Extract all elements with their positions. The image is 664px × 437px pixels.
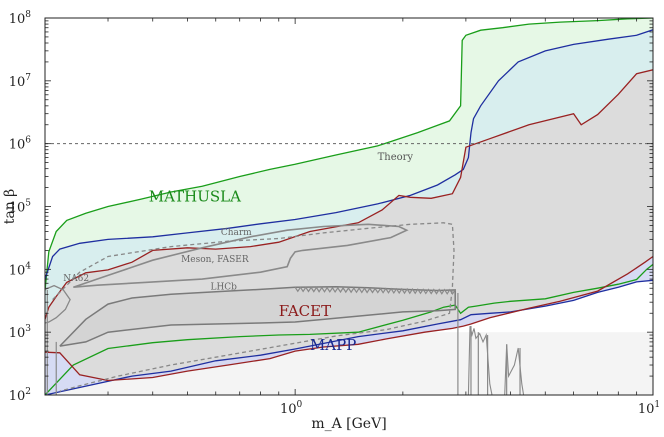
y-axis-label: tan β bbox=[2, 189, 18, 225]
charm-contour bbox=[73, 223, 409, 288]
resonance-wiggle bbox=[467, 325, 525, 395]
y-tick-label: 102 bbox=[9, 387, 31, 404]
region-upper-blue bbox=[45, 29, 653, 280]
lhcb-ragged-top bbox=[294, 286, 456, 296]
y-tick-label: 106 bbox=[9, 136, 32, 153]
annotation-theory: Theory bbox=[378, 152, 414, 163]
region-upper-facet bbox=[45, 69, 653, 320]
x-tick-label: 101 bbox=[638, 400, 660, 417]
ticks bbox=[44, 17, 654, 396]
y-tick-label: 108 bbox=[9, 10, 32, 27]
y-tick-label: 103 bbox=[9, 324, 32, 341]
y-tick-label: 104 bbox=[9, 261, 32, 278]
annotation-lhcb: LHCb bbox=[210, 282, 237, 292]
x-tick-label: 100 bbox=[280, 400, 303, 417]
annotation-meson-faser: Meson, FASER bbox=[181, 255, 249, 265]
annotation-na62: NA62 bbox=[63, 274, 89, 284]
region-lower-blue bbox=[45, 279, 653, 395]
region-upper-mathusla bbox=[45, 18, 653, 291]
region-boundary-lhcb bbox=[59, 285, 456, 347]
annotation-charm: Charm bbox=[221, 228, 252, 238]
annotation-facet: FACET bbox=[279, 302, 331, 320]
y-tick-label: 107 bbox=[9, 73, 32, 90]
x-axis-label: m_A [GeV] bbox=[311, 416, 386, 432]
na62-contour bbox=[45, 284, 71, 324]
annotation-mapp: MAPP bbox=[310, 336, 356, 354]
region-fill-lhcb bbox=[59, 286, 456, 347]
region-lower-facet bbox=[45, 255, 653, 382]
annotation-mathusla: MATHUSLA bbox=[149, 188, 241, 206]
meson-faser-dashed bbox=[52, 222, 455, 392]
plot-area bbox=[45, 18, 653, 395]
